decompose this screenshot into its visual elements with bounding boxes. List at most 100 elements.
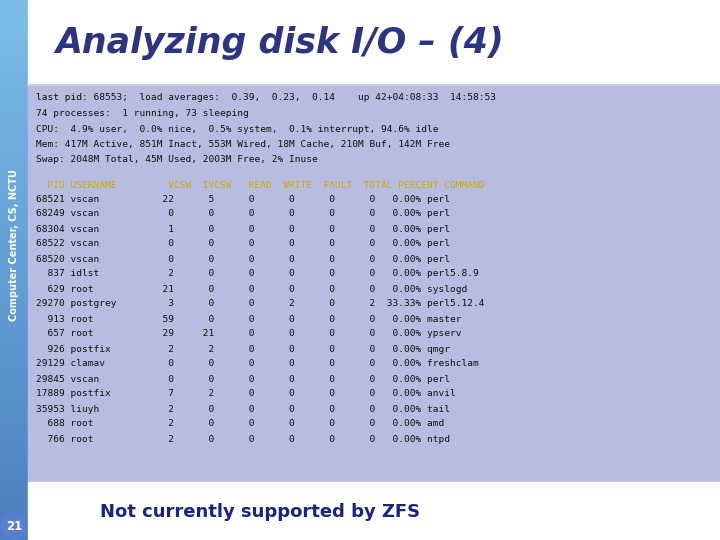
Bar	[0, 513, 28, 516]
Bar	[0, 81, 28, 84]
Bar	[0, 35, 28, 38]
Bar	[0, 19, 28, 22]
Bar	[0, 103, 28, 105]
Bar	[0, 167, 28, 170]
Bar	[0, 259, 28, 262]
Bar	[0, 500, 28, 502]
Bar	[0, 516, 28, 518]
Bar	[0, 343, 28, 346]
Bar	[0, 329, 28, 332]
Bar	[0, 143, 28, 146]
Bar	[0, 197, 28, 200]
Bar	[0, 202, 28, 205]
Bar	[0, 0, 28, 3]
Bar	[0, 456, 28, 459]
Bar	[0, 65, 28, 68]
Bar	[0, 46, 28, 49]
Bar	[0, 421, 28, 424]
Bar	[0, 38, 28, 40]
Bar	[0, 418, 28, 421]
Circle shape	[1, 513, 27, 539]
Text: Analyzing disk I/O – (4): Analyzing disk I/O – (4)	[55, 26, 504, 60]
Bar	[0, 289, 28, 292]
Bar	[0, 176, 28, 178]
Text: 68522 vscan            0      0      0      0      0      0   0.00% perl: 68522 vscan 0 0 0 0 0 0 0.00% perl	[36, 240, 450, 248]
Bar	[0, 11, 28, 14]
Bar	[0, 165, 28, 167]
Bar	[0, 127, 28, 130]
Text: last pid: 68553;  load averages:  0.39,  0.23,  0.14    up 42+04:08:33  14:58:53: last pid: 68553; load averages: 0.39, 0.…	[36, 93, 496, 103]
Bar	[0, 324, 28, 327]
Bar	[0, 432, 28, 435]
Bar	[0, 472, 28, 475]
Bar	[0, 16, 28, 19]
Bar	[0, 451, 28, 454]
Bar	[0, 89, 28, 92]
Bar	[0, 470, 28, 472]
Bar	[0, 119, 28, 122]
Text: 68304 vscan            1      0      0      0      0      0   0.00% perl: 68304 vscan 1 0 0 0 0 0 0.00% perl	[36, 225, 450, 233]
Text: 29270 postgrey         3      0      0      2      0      2  33.33% perl5.12.4: 29270 postgrey 3 0 0 2 0 2 33.33% perl5.…	[36, 300, 485, 308]
Bar	[0, 316, 28, 319]
Text: CPU:  4.9% user,  0.0% nice,  0.5% system,  0.1% interrupt, 94.6% idle: CPU: 4.9% user, 0.0% nice, 0.5% system, …	[36, 125, 438, 133]
Bar	[0, 148, 28, 151]
Bar	[0, 410, 28, 413]
Bar	[0, 94, 28, 97]
Bar	[0, 78, 28, 81]
Bar	[0, 62, 28, 65]
Bar	[0, 486, 28, 489]
Bar	[0, 348, 28, 351]
Bar	[0, 54, 28, 57]
Bar	[0, 446, 28, 448]
Text: 913 root            59      0      0      0      0      0   0.00% master: 913 root 59 0 0 0 0 0 0.00% master	[36, 314, 462, 323]
Bar	[0, 251, 28, 254]
Bar	[0, 189, 28, 192]
Bar	[0, 389, 28, 392]
Bar	[0, 532, 28, 535]
Bar	[0, 308, 28, 310]
Bar	[0, 529, 28, 532]
Bar	[0, 76, 28, 78]
Bar	[0, 122, 28, 124]
Bar	[0, 378, 28, 381]
Bar	[0, 435, 28, 437]
Bar	[0, 105, 28, 108]
Bar	[0, 124, 28, 127]
Bar	[0, 273, 28, 275]
Bar	[0, 354, 28, 356]
Bar	[0, 92, 28, 94]
Bar	[0, 267, 28, 270]
Bar	[0, 454, 28, 456]
Bar	[0, 157, 28, 159]
Bar	[0, 194, 28, 197]
Bar	[0, 162, 28, 165]
Bar	[0, 254, 28, 256]
Text: 766 root             2      0      0      0      0      0   0.00% ntpd: 766 root 2 0 0 0 0 0 0.00% ntpd	[36, 435, 450, 443]
Bar	[0, 364, 28, 367]
Text: 35953 liuyh            2      0      0      0      0      0   0.00% tail: 35953 liuyh 2 0 0 0 0 0 0.00% tail	[36, 404, 450, 414]
Bar	[0, 240, 28, 243]
Bar	[0, 362, 28, 364]
Bar	[0, 100, 28, 103]
Bar	[0, 73, 28, 76]
Text: 29845 vscan            0      0      0      0      0      0   0.00% perl: 29845 vscan 0 0 0 0 0 0 0.00% perl	[36, 375, 450, 383]
Bar	[0, 405, 28, 408]
Bar	[0, 208, 28, 211]
Bar	[0, 327, 28, 329]
Text: 837 idlst            2      0      0      0      0      0   0.00% perl5.8.9: 837 idlst 2 0 0 0 0 0 0.00% perl5.8.9	[36, 269, 479, 279]
Bar	[0, 135, 28, 138]
Bar	[0, 475, 28, 478]
Bar	[0, 192, 28, 194]
Bar	[0, 338, 28, 340]
Bar	[0, 478, 28, 481]
Bar	[0, 518, 28, 521]
Bar	[0, 170, 28, 173]
Bar	[0, 392, 28, 394]
Bar	[0, 181, 28, 184]
Bar	[0, 535, 28, 537]
Bar	[0, 205, 28, 208]
Bar	[0, 462, 28, 464]
Bar	[0, 332, 28, 335]
Bar	[0, 394, 28, 397]
Bar	[0, 235, 28, 238]
